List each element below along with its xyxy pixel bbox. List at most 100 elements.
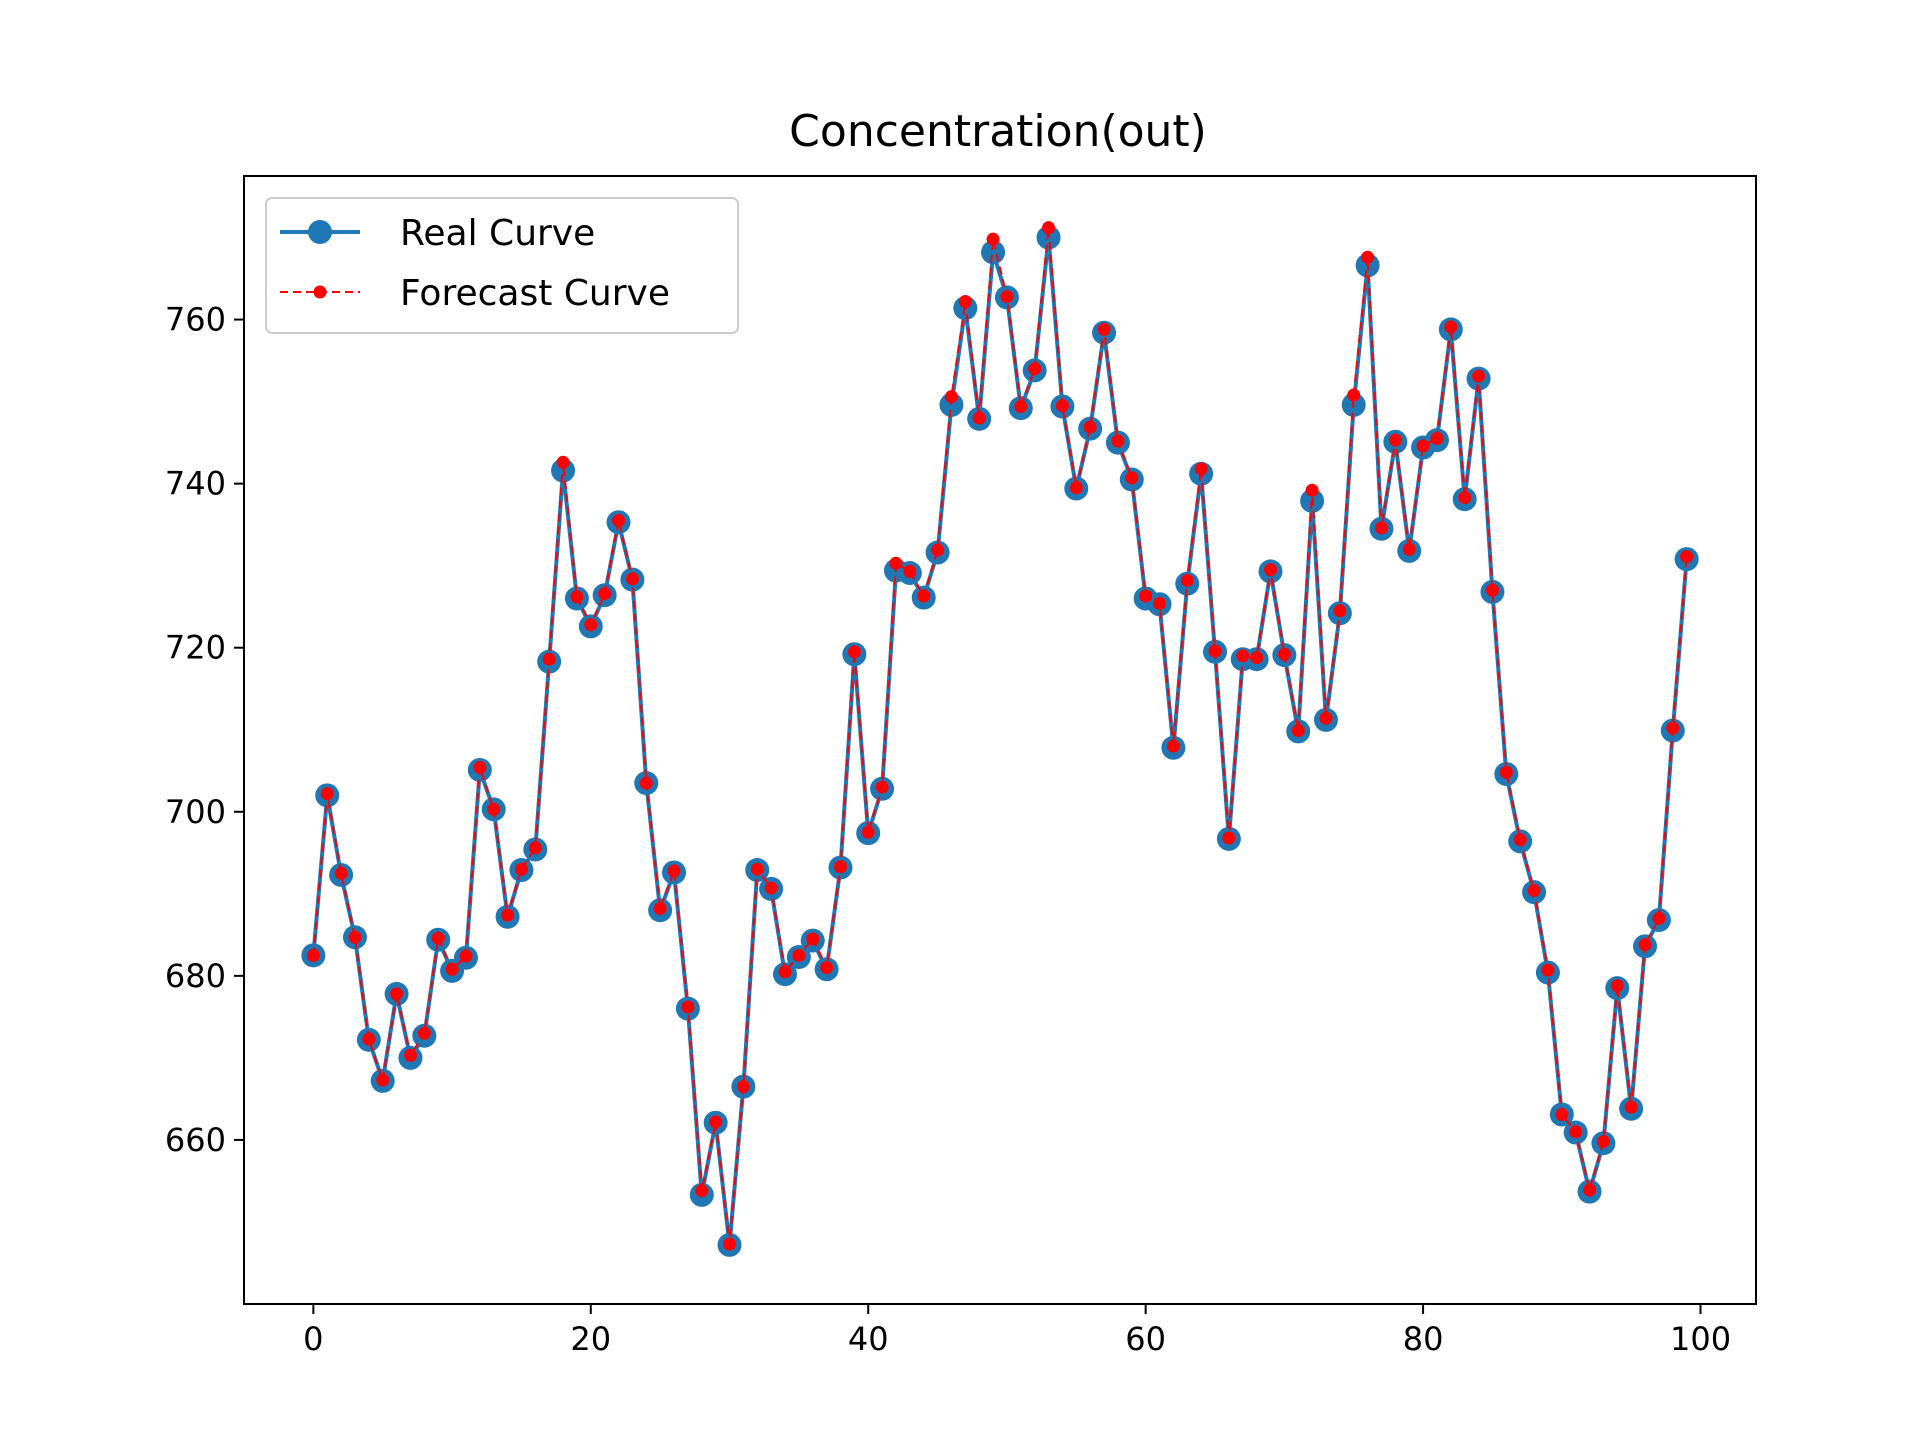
x-tick-label: 80 — [1403, 1320, 1444, 1358]
forecast-curve-point — [1666, 721, 1680, 735]
forecast-curve-point — [1319, 711, 1333, 725]
forecast-curve-point — [1055, 399, 1069, 413]
forecast-curve-point — [514, 862, 528, 876]
forecast-curve-point — [1472, 369, 1486, 383]
real-curve-point — [981, 240, 1006, 265]
forecast-curve-point — [1499, 765, 1513, 779]
forecast-curve-point — [958, 295, 972, 309]
forecast-curve-point — [917, 589, 931, 603]
forecast-curve-point — [1139, 589, 1153, 603]
axes-layer: 0 20 40 60 80 100 660 680 700 720 740 760 — [165, 301, 1731, 1358]
y-tick-label: 700 — [165, 793, 226, 831]
forecast-curve-point — [1097, 322, 1111, 336]
x-tick-label: 40 — [848, 1320, 889, 1358]
legend-forecast-curve-marker — [313, 285, 327, 299]
forecast-curve-point — [972, 411, 986, 425]
legend-real-curve-marker — [308, 220, 332, 244]
forecast-curve-point — [1208, 644, 1222, 658]
forecast-curve-point — [1458, 491, 1472, 505]
forecast-curve-point — [1610, 979, 1624, 993]
forecast-curve-point — [833, 860, 847, 874]
forecast-curve-point — [1527, 884, 1541, 898]
forecast-curve-point — [612, 514, 626, 528]
forecast-curve-point — [1042, 221, 1056, 235]
forecast-curve-point — [1000, 290, 1014, 304]
forecast-curve-point — [1166, 739, 1180, 753]
forecast-curve-point — [528, 841, 542, 855]
forecast-curve-point — [445, 962, 459, 976]
forecast-curve-point — [639, 776, 653, 790]
forecast-curve-point — [1555, 1107, 1569, 1121]
forecast-curve-point — [598, 587, 612, 601]
forecast-curve-point — [986, 232, 1000, 246]
forecast-curve-point — [1194, 462, 1208, 476]
forecast-curve-point — [820, 961, 834, 975]
forecast-curve-point — [1153, 596, 1167, 610]
forecast-curve-point — [1236, 649, 1250, 663]
forecast-curve-point — [1291, 724, 1305, 738]
forecast-curve-point — [1596, 1135, 1610, 1149]
forecast-curve-point — [1485, 583, 1499, 597]
x-tick-label: 0 — [303, 1320, 323, 1358]
y-tick-label: 680 — [165, 957, 226, 995]
forecast-curve-point — [1277, 647, 1291, 661]
forecast-curve-point — [542, 652, 556, 666]
forecast-curve-point — [1638, 938, 1652, 952]
forecast-curve-point — [1180, 573, 1194, 587]
forecast-curve-point — [625, 572, 639, 586]
forecast-curve-point — [1111, 434, 1125, 448]
forecast-curve-point — [431, 931, 445, 945]
forecast-curve-point — [1569, 1125, 1583, 1139]
forecast-curve-point — [501, 908, 515, 922]
forecast-curve-point — [1583, 1183, 1597, 1197]
forecast-curve-point — [487, 802, 501, 816]
forecast-curve-point — [570, 590, 584, 604]
legend: Real Curve Forecast Curve — [265, 197, 739, 334]
forecast-curve-point — [875, 780, 889, 794]
forecast-curve-point — [1028, 362, 1042, 376]
forecast-curve-point — [348, 930, 362, 944]
forecast-curve-point — [931, 543, 945, 557]
forecast-curve-line — [312, 227, 1688, 1245]
forecast-curve-point — [1361, 250, 1375, 264]
forecast-curve-point — [334, 866, 348, 880]
forecast-curve-point — [1125, 471, 1139, 485]
forecast-curve-point — [1263, 563, 1277, 577]
forecast-curve-point — [1513, 833, 1527, 847]
forecast-curve-point — [1305, 483, 1319, 497]
forecast-curve-point — [695, 1184, 709, 1198]
forecast-curve-point — [390, 987, 404, 1001]
y-tick-label: 740 — [165, 465, 226, 503]
forecast-curve-point — [750, 862, 764, 876]
forecast-curve-point — [417, 1026, 431, 1040]
forecast-curve-point — [653, 902, 667, 916]
forecast-curve-point — [736, 1080, 750, 1094]
forecast-curve-point — [1347, 388, 1361, 402]
forecast-curve-point — [709, 1115, 723, 1129]
forecast-curve-point — [667, 864, 681, 878]
x-tick-label: 60 — [1125, 1320, 1166, 1358]
plot-area-frame — [243, 175, 1757, 1305]
x-tick-label: 100 — [1670, 1320, 1731, 1358]
forecast-curve-point — [306, 948, 320, 962]
y-tick-label: 760 — [165, 301, 226, 339]
legend-forecast-curve-label: Forecast Curve — [400, 273, 670, 314]
forecast-curve-point — [1333, 604, 1347, 618]
forecast-curve-point — [1402, 542, 1416, 556]
forecast-curve-point — [1069, 481, 1083, 495]
forecast-curve-point — [1374, 521, 1388, 535]
forecast-curve-point — [473, 760, 487, 774]
forecast-curve-point — [764, 881, 778, 895]
forecast-curve-point — [1430, 432, 1444, 446]
forecast-curve-point — [903, 564, 917, 578]
y-tick-label: 660 — [165, 1121, 226, 1159]
x-tick-label: 20 — [570, 1320, 611, 1358]
forecast-curve-point — [320, 787, 334, 801]
forecast-curve-point — [584, 618, 598, 632]
forecast-curve-point — [1680, 550, 1694, 564]
forecast-curve-point — [861, 825, 875, 839]
forecast-curve-point — [459, 949, 473, 963]
legend-frame — [265, 197, 739, 334]
forecast-curve-point — [556, 455, 570, 469]
